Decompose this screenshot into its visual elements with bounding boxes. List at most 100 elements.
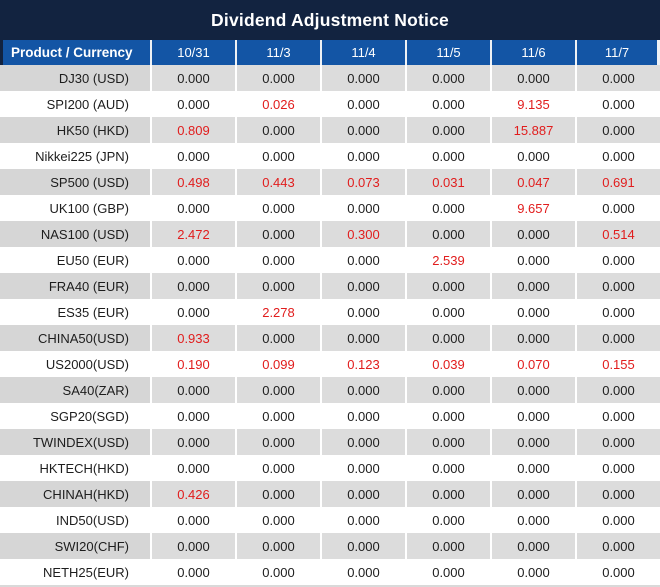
dividend-value: 0.000 <box>150 455 235 481</box>
product-label: FRA40 (EUR) <box>0 273 150 299</box>
dividend-value: 0.000 <box>320 299 405 325</box>
dividend-value: 0.000 <box>490 403 575 429</box>
dividend-value: 0.000 <box>490 143 575 169</box>
product-label: HK50 (HKD) <box>0 117 150 143</box>
dividend-value: 0.426 <box>150 481 235 507</box>
dividend-value: 0.000 <box>235 507 320 533</box>
dividend-value: 0.000 <box>575 533 660 559</box>
product-label: SP500 (USD) <box>0 169 150 195</box>
dividend-value: 0.000 <box>150 247 235 273</box>
product-label: IND50(USD) <box>0 507 150 533</box>
dividend-value: 0.000 <box>235 117 320 143</box>
dividend-value: 0.000 <box>150 377 235 403</box>
table-row: NETH25(EUR) 0.000 0.000 0.000 0.000 0.00… <box>0 559 660 585</box>
dividend-value: 9.135 <box>490 91 575 117</box>
dividend-value: 0.000 <box>320 325 405 351</box>
dividend-value: 0.073 <box>320 169 405 195</box>
table-row: SGP20(SGD) 0.000 0.000 0.000 0.000 0.000… <box>0 403 660 429</box>
dividend-value: 0.000 <box>320 65 405 91</box>
column-header-date-116: 11/6 <box>490 40 575 65</box>
dividend-value: 0.000 <box>235 377 320 403</box>
dividend-value: 0.000 <box>490 377 575 403</box>
column-header-date-117: 11/7 <box>575 40 660 65</box>
dividend-value: 0.000 <box>320 481 405 507</box>
dividend-value: 0.000 <box>405 429 490 455</box>
product-label: EU50 (EUR) <box>0 247 150 273</box>
dividend-value: 0.000 <box>320 377 405 403</box>
dividend-value: 0.691 <box>575 169 660 195</box>
dividend-value: 0.000 <box>405 195 490 221</box>
dividend-value: 0.000 <box>320 455 405 481</box>
product-label: SWI20(CHF) <box>0 533 150 559</box>
table-row: ES35 (EUR) 0.000 2.278 0.000 0.000 0.000… <box>0 299 660 325</box>
table-row: DJ30 (USD) 0.000 0.000 0.000 0.000 0.000… <box>0 65 660 91</box>
dividend-value: 0.000 <box>575 65 660 91</box>
dividend-value: 0.000 <box>405 221 490 247</box>
dividend-value: 0.000 <box>320 273 405 299</box>
dividend-value: 0.000 <box>150 143 235 169</box>
dividend-value: 0.026 <box>235 91 320 117</box>
dividend-value: 0.000 <box>320 195 405 221</box>
dividend-value: 0.000 <box>320 91 405 117</box>
column-header-date-113: 11/3 <box>235 40 320 65</box>
dividend-value: 15.887 <box>490 117 575 143</box>
table-row: SWI20(CHF) 0.000 0.000 0.000 0.000 0.000… <box>0 533 660 559</box>
dividend-value: 0.123 <box>320 351 405 377</box>
column-header-product-currency: Product / Currency <box>0 40 150 65</box>
dividend-value: 0.000 <box>490 481 575 507</box>
dividend-value: 0.000 <box>150 273 235 299</box>
dividend-value: 0.000 <box>320 143 405 169</box>
dividend-value: 0.000 <box>575 403 660 429</box>
table-row: HKTECH(HKD) 0.000 0.000 0.000 0.000 0.00… <box>0 455 660 481</box>
product-label: SA40(ZAR) <box>0 377 150 403</box>
dividend-value: 0.000 <box>575 507 660 533</box>
dividend-value: 0.000 <box>150 403 235 429</box>
column-header-date-115: 11/5 <box>405 40 490 65</box>
product-label: CHINA50(USD) <box>0 325 150 351</box>
dividend-value: 0.000 <box>405 91 490 117</box>
product-label: Nikkei225 (JPN) <box>0 143 150 169</box>
product-label: HKTECH(HKD) <box>0 455 150 481</box>
dividend-value: 0.000 <box>490 325 575 351</box>
dividend-value: 0.000 <box>150 65 235 91</box>
dividend-value: 0.000 <box>575 299 660 325</box>
table-row: SPI200 (AUD) 0.000 0.026 0.000 0.000 9.1… <box>0 91 660 117</box>
product-label: NETH25(EUR) <box>0 559 150 585</box>
dividend-value: 0.000 <box>405 117 490 143</box>
dividend-value: 0.000 <box>235 143 320 169</box>
product-label: DJ30 (USD) <box>0 65 150 91</box>
table-row: CHINAH(HKD) 0.426 0.000 0.000 0.000 0.00… <box>0 481 660 507</box>
dividend-value: 0.000 <box>490 65 575 91</box>
dividend-value: 0.000 <box>235 195 320 221</box>
dividend-value: 0.000 <box>575 195 660 221</box>
dividend-value: 0.000 <box>405 559 490 585</box>
dividend-value: 0.000 <box>490 507 575 533</box>
table-row: TWINDEX(USD) 0.000 0.000 0.000 0.000 0.0… <box>0 429 660 455</box>
dividend-value: 0.000 <box>150 91 235 117</box>
table-bottom-edge <box>0 585 660 587</box>
dividend-value: 0.000 <box>150 195 235 221</box>
dividend-value: 2.472 <box>150 221 235 247</box>
dividend-value: 0.000 <box>235 559 320 585</box>
product-label: CHINAH(HKD) <box>0 481 150 507</box>
dividend-value: 0.047 <box>490 169 575 195</box>
dividend-value: 0.000 <box>320 247 405 273</box>
dividend-value: 0.000 <box>235 481 320 507</box>
dividend-value: 0.000 <box>150 533 235 559</box>
dividend-value: 0.000 <box>150 559 235 585</box>
dividend-value: 0.498 <box>150 169 235 195</box>
dividend-value: 0.000 <box>575 559 660 585</box>
dividend-value: 0.190 <box>150 351 235 377</box>
dividend-value: 0.000 <box>405 143 490 169</box>
table-row: Nikkei225 (JPN) 0.000 0.000 0.000 0.000 … <box>0 143 660 169</box>
dividend-value: 0.000 <box>235 247 320 273</box>
dividend-value: 0.809 <box>150 117 235 143</box>
dividend-value: 0.000 <box>235 65 320 91</box>
dividend-value: 0.000 <box>235 325 320 351</box>
dividend-value: 0.000 <box>490 247 575 273</box>
dividend-value: 0.000 <box>235 221 320 247</box>
dividend-value: 0.000 <box>575 91 660 117</box>
dividend-value: 9.657 <box>490 195 575 221</box>
table-row: NAS100 (USD) 2.472 0.000 0.300 0.000 0.0… <box>0 221 660 247</box>
